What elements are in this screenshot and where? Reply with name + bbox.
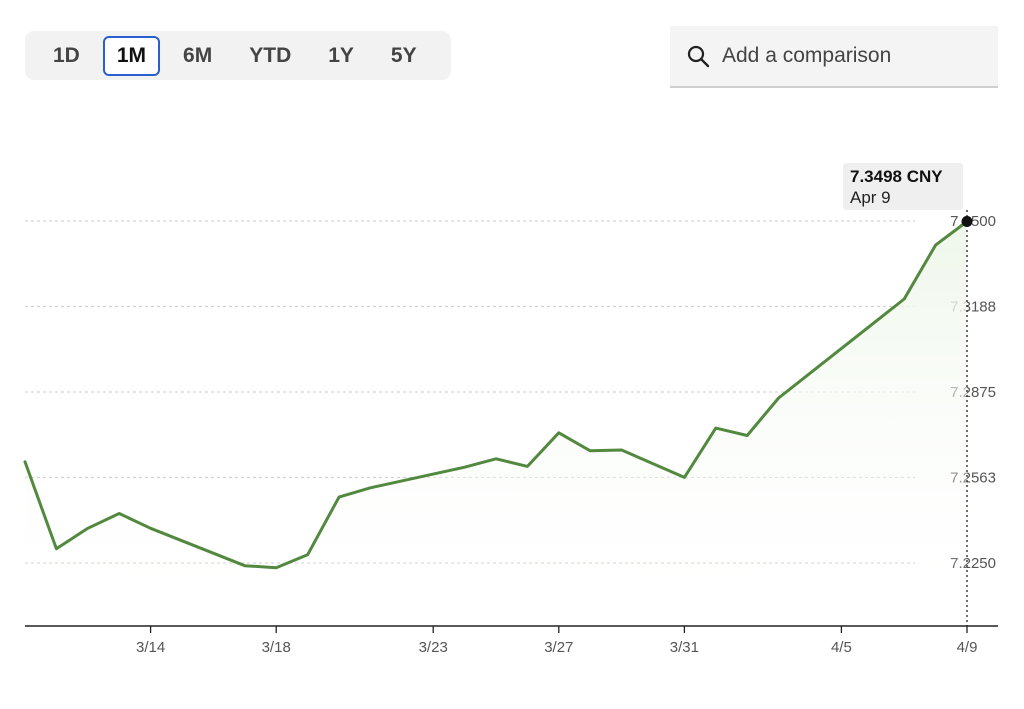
- range-option-1y[interactable]: 1Y: [314, 36, 368, 76]
- x-tick-label: 4/9: [957, 639, 978, 656]
- comparison-search-input[interactable]: [720, 43, 974, 69]
- price-line: [23, 220, 969, 570]
- x-tick-label: 3/14: [136, 639, 165, 656]
- range-option-ytd[interactable]: YTD: [235, 36, 305, 76]
- time-range-selector: 1D 1M 6M YTD 1Y 5Y: [25, 31, 451, 80]
- search-icon: [687, 45, 710, 68]
- area-fill: [25, 221, 967, 626]
- x-tick-label: 3/18: [262, 639, 291, 656]
- tooltip-date: Apr 9: [850, 188, 891, 207]
- highlight-point: [961, 216, 973, 228]
- x-tick-label: 4/5: [831, 639, 852, 656]
- price-tooltip: 7.3498 CNY Apr 9: [843, 163, 963, 210]
- range-option-1d[interactable]: 1D: [39, 36, 94, 76]
- x-tick-label: 3/27: [544, 639, 573, 656]
- tooltip-value: 7.3498 CNY: [850, 167, 943, 186]
- x-tick-label: 3/23: [419, 639, 448, 656]
- range-option-5y[interactable]: 5Y: [377, 36, 431, 76]
- range-option-6m[interactable]: 6M: [169, 36, 226, 76]
- comparison-search[interactable]: [670, 26, 998, 88]
- range-option-1m[interactable]: 1M: [102, 35, 161, 76]
- x-tick-label: 3/31: [670, 639, 699, 656]
